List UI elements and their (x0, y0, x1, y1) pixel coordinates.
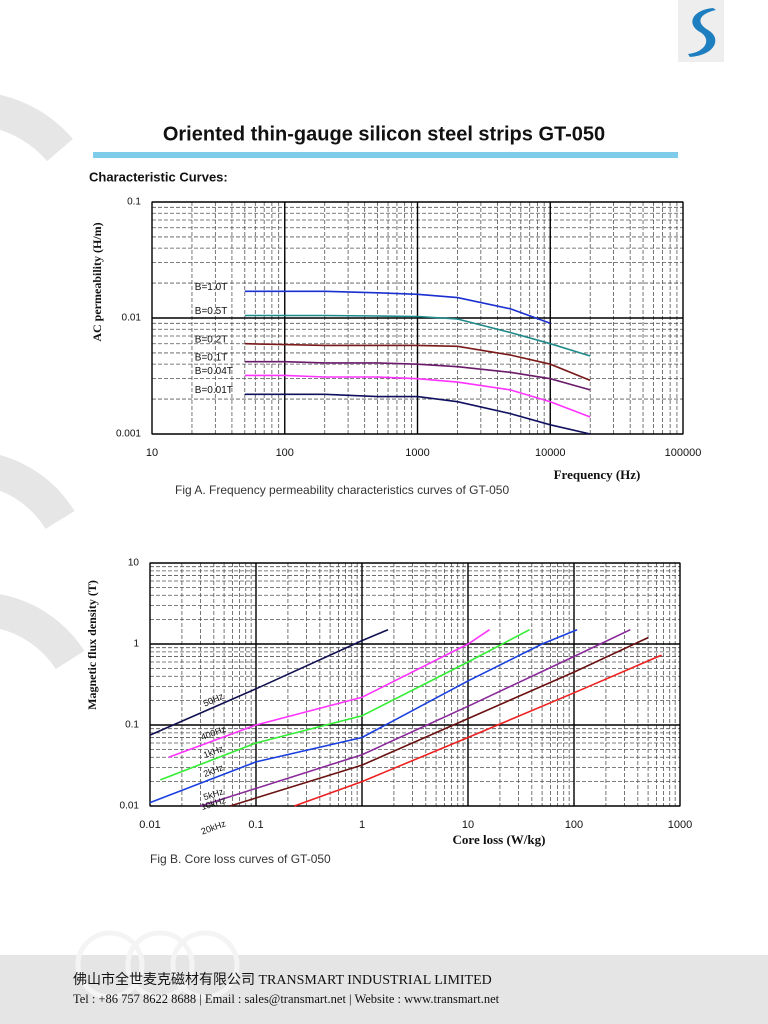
series-label: B=0.04T (195, 366, 233, 377)
series-label: B=0.5T (195, 306, 228, 317)
series-line (294, 654, 662, 807)
footer-rings (75, 930, 240, 1000)
footer-band (0, 955, 768, 1024)
x-tick-label: 10 (146, 447, 158, 459)
series-label: B=0.01T (195, 385, 233, 396)
series-line (244, 360, 591, 391)
x-tick-label: 100000 (665, 447, 702, 459)
y-axis-label: Magnetic flux density (T) (85, 580, 99, 710)
x-axis-label: Core loss (W/kg) (453, 832, 546, 847)
y-tick-label: 0.1 (127, 197, 141, 208)
series-label: B=0.1T (195, 352, 228, 363)
series-line (244, 290, 551, 325)
figure-caption: Fig B. Core loss curves of GT-050 (150, 852, 331, 866)
series-label: 20kHz (200, 818, 228, 836)
y-tick-label: 0.001 (116, 429, 141, 440)
y-tick-label: 0.01 (120, 801, 140, 812)
logo (688, 8, 716, 57)
x-tick-label: 10 (462, 819, 474, 831)
x-axis-label: Frequency (Hz) (554, 467, 641, 482)
footer-contact: Tel : +86 757 8622 8688 | Email : sales@… (73, 992, 500, 1006)
y-tick-label: 0.1 (125, 720, 139, 731)
series-line (160, 628, 530, 781)
series-line (244, 342, 591, 382)
series-line (149, 628, 578, 804)
series-line (200, 628, 631, 807)
y-axis-label: AC permeability (H/m) (90, 222, 104, 341)
series-label: B=0.2T (195, 334, 228, 345)
series-label: B=1.0T (195, 282, 228, 293)
decoration (0, 94, 85, 670)
y-tick-label: 1 (133, 639, 139, 650)
series-line (149, 628, 389, 736)
series-line (244, 393, 591, 435)
series-line (168, 629, 491, 758)
x-tick-label: 10000 (535, 447, 566, 459)
x-tick-label: 1000 (668, 819, 692, 831)
x-tick-label: 100 (565, 819, 583, 831)
y-tick-label: 10 (128, 558, 140, 569)
series-line (244, 374, 591, 418)
x-tick-label: 0.01 (139, 819, 160, 831)
page-title: Oriented thin-gauge silicon steel strips… (163, 123, 605, 145)
x-tick-label: 1000 (405, 447, 429, 459)
y-tick-label: 0.01 (122, 313, 142, 324)
x-tick-label: 100 (276, 447, 294, 459)
x-tick-label: 1 (359, 819, 365, 831)
x-tick-label: 0.1 (248, 819, 263, 831)
figure-caption: Fig A. Frequency permeability characteri… (175, 483, 509, 497)
plot-area (149, 562, 681, 807)
subtitle: Characteristic Curves: (89, 169, 228, 184)
series-line (229, 636, 649, 807)
footer-company: 佛山市全世麦克磁材有限公司 TRANSMART INDUSTRIAL LIMIT… (73, 971, 492, 988)
series-line (244, 314, 591, 357)
title-rule (93, 152, 678, 158)
